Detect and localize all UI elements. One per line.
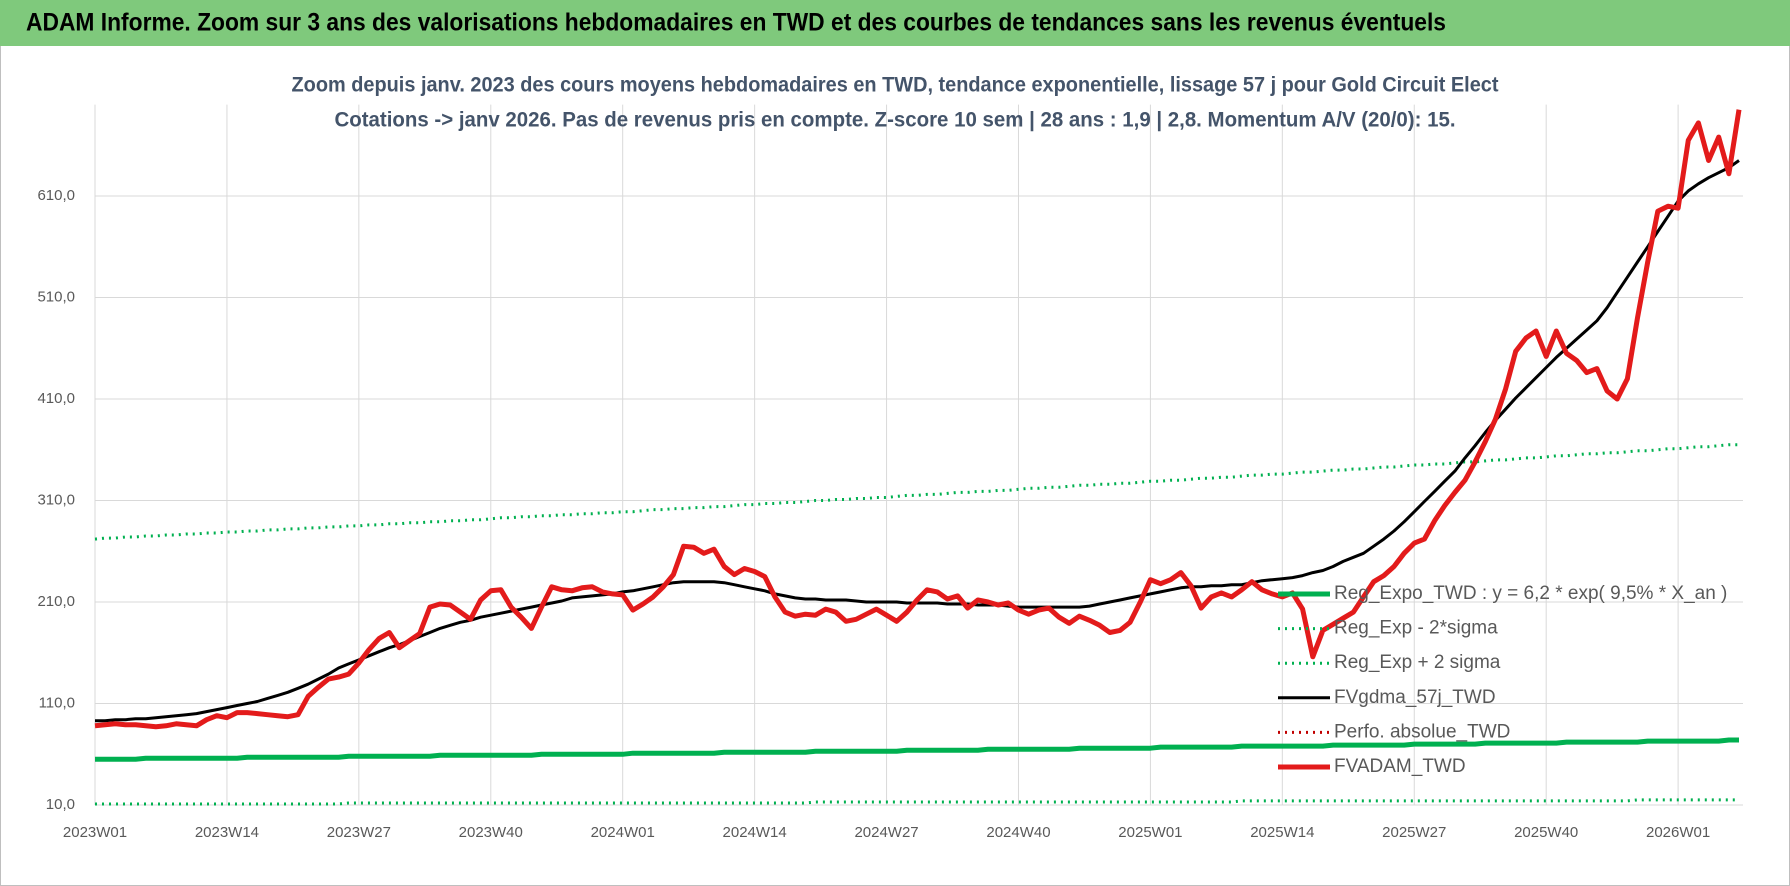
legend-label: Reg_Exp - 2*sigma: [1334, 618, 1498, 639]
series-line: [94, 443, 1739, 541]
chart-subtitle: Zoom depuis janv. 2023 des cours moyens …: [292, 74, 1499, 97]
x-tick-label: 2024W14: [723, 824, 787, 841]
x-tick-label: 2026W01: [1646, 824, 1710, 841]
legend-label: FVgdma_57j_TWD: [1334, 687, 1496, 708]
legend-label: Reg_Exp + 2 sigma: [1334, 652, 1501, 673]
chart-subtitle: Cotations -> janv 2026. Pas de revenus p…: [335, 109, 1456, 132]
legend-label: Perfo. absolue_TWD: [1334, 721, 1510, 742]
legend-label: FVADAM_TWD: [1334, 756, 1466, 777]
x-tick-label: 2023W27: [327, 824, 391, 841]
plot: 10,0 110,0 210,0 310,0 410,0 510,0 610,0 2023W0…: [37, 104, 1743, 841]
x-tick-label: 2023W40: [459, 824, 523, 841]
y-tick-label: 210,0: [37, 593, 75, 610]
x-tick-label: 2025W01: [1118, 824, 1182, 841]
y-tick-label: 410,0: [37, 390, 75, 407]
series-line: [95, 737, 1739, 762]
series-line: [94, 109, 1742, 730]
x-tick-label: 2023W01: [63, 824, 127, 841]
x-tick-label: 2025W40: [1514, 824, 1578, 841]
x-tick-label: 2025W27: [1382, 824, 1446, 841]
y-tick-label: 310,0: [37, 491, 75, 508]
y-tick-label: 610,0: [37, 187, 75, 204]
y-tick-label: 110,0: [39, 694, 75, 711]
y-tick-label: 10,0: [46, 796, 75, 813]
title-bar: [0, 0, 1790, 46]
page-title: ADAM Informe. Zoom sur 3 ans des valoris…: [26, 9, 1446, 37]
x-tick-label: 2023W14: [195, 824, 259, 841]
x-tick-label: 2024W01: [591, 824, 655, 841]
y-tick-label: 510,0: [37, 288, 75, 305]
legend-label: Reg_Expo_TWD : y = 6,2 * exp( 9,5% * X_a…: [1334, 583, 1727, 604]
x-tick-label: 2025W14: [1250, 824, 1314, 841]
x-tick-label: 2024W40: [986, 824, 1050, 841]
series-line: [95, 798, 1739, 806]
x-tick-label: 2024W27: [854, 824, 918, 841]
